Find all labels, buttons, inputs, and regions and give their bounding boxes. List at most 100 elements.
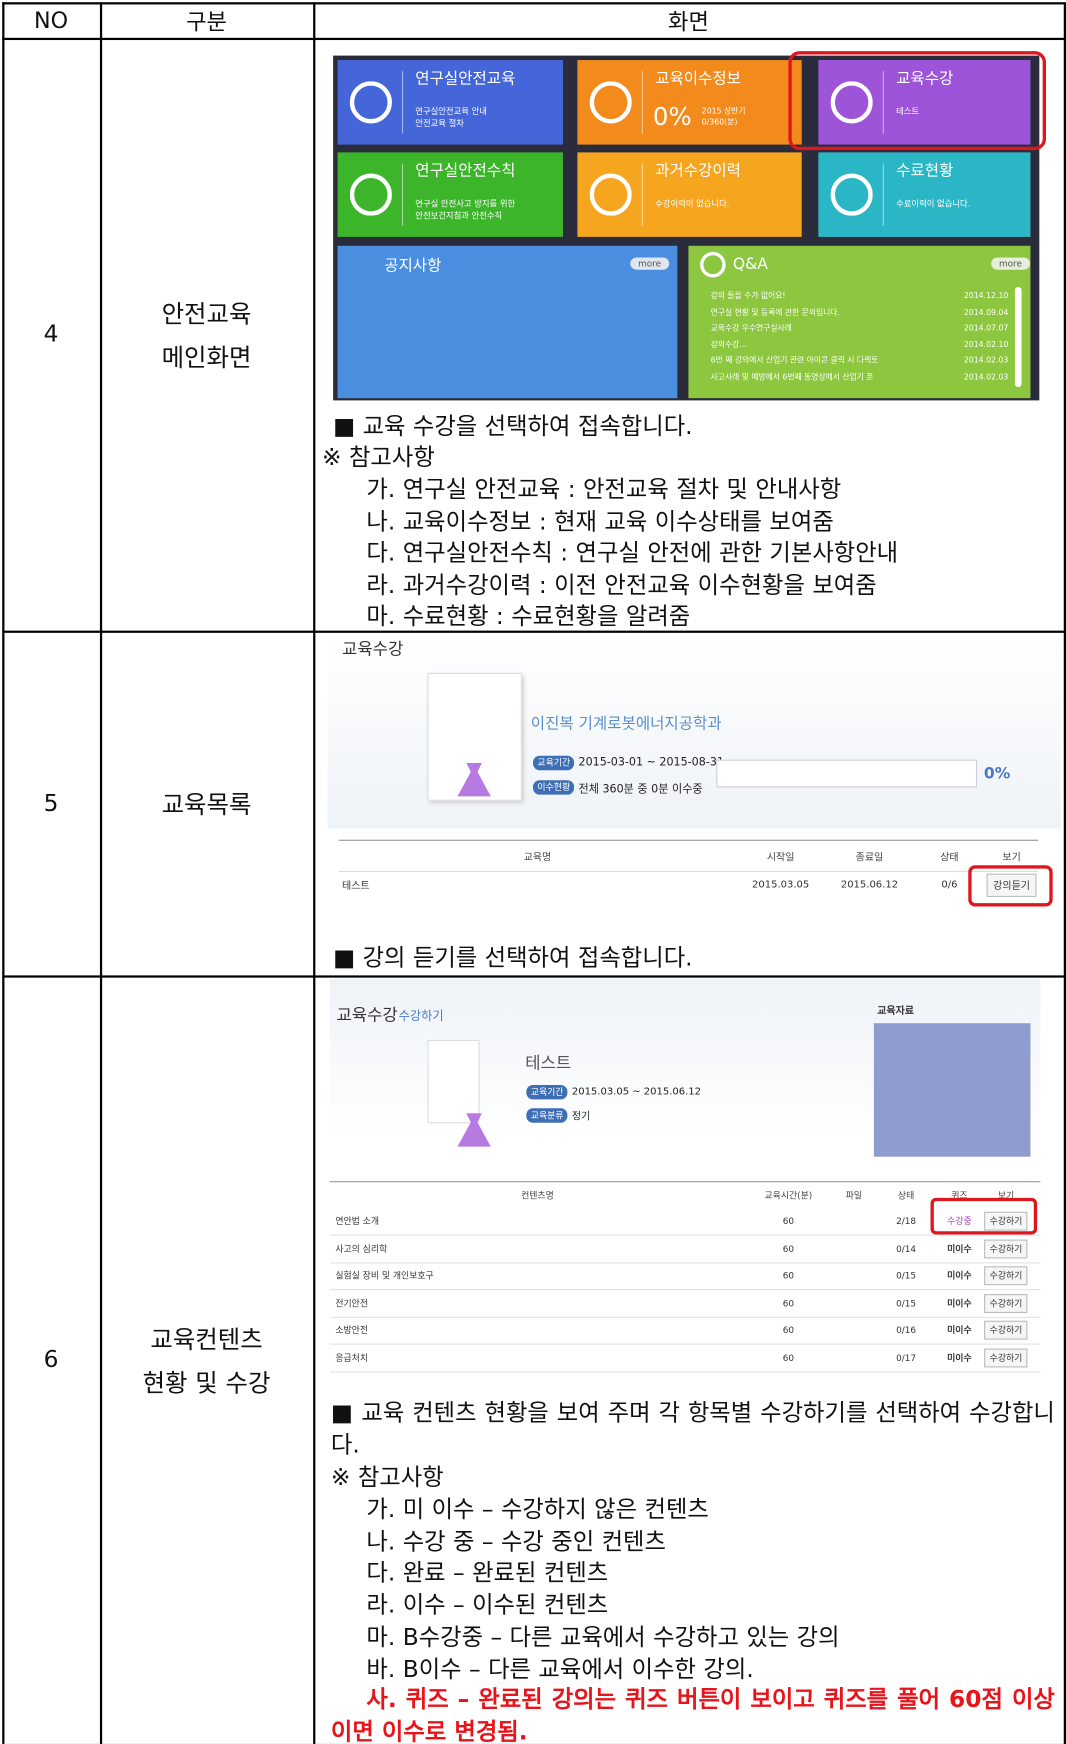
- note-highlight: 사. 퀴즈 – 완료된 강의는 퀴즈 버튼이 보이고 퀴즈를 풀어 60점 이상…: [331, 1684, 1055, 1744]
- flask-icon: [455, 759, 495, 799]
- tile-divider: [642, 163, 643, 225]
- tile-title: 과거수강이력: [655, 159, 741, 181]
- table-cell: 0/15: [896, 1298, 916, 1308]
- qna-date: 2014.02.03: [964, 373, 1009, 382]
- qna-date: 2014.02.03: [964, 356, 1009, 365]
- qna-item: 강의 들을 수가 없어요!: [711, 290, 786, 301]
- qna-item: 사고사례 및 예방에서 6번째 동영상에서 산업기 폰: [711, 371, 874, 382]
- more-button: more: [991, 257, 1030, 269]
- tile-desc: 0/360(분): [702, 117, 738, 128]
- table-rule: [330, 1235, 1041, 1236]
- table-rule: [330, 1289, 1041, 1290]
- column-header: 상태: [898, 1189, 914, 1201]
- table-rule: [330, 1371, 1041, 1372]
- row-category: 교육컨텐츠: [150, 1320, 262, 1356]
- table-cell: 0/15: [896, 1271, 916, 1281]
- highlight-box: [931, 1198, 1038, 1235]
- qna-icon: [700, 251, 727, 278]
- table-cell: 수강하기: [984, 1349, 1028, 1368]
- badge-text: 2015.03.05 ~ 2015.06.12: [572, 1087, 701, 1098]
- table-rule: [330, 1262, 1041, 1263]
- tile-title: 연구실안전교육: [415, 67, 515, 89]
- tile-title: 수료현황: [896, 159, 953, 181]
- screen-title: 교육수강: [336, 1003, 397, 1026]
- note-ref: ※ 참고사항: [322, 439, 435, 472]
- tile-divider: [402, 71, 403, 133]
- table-cell: 미이수: [947, 1325, 972, 1337]
- qna-date: 2014.12.10: [964, 291, 1009, 300]
- highlight-box: [788, 51, 1046, 150]
- note-item: 마. B수강중 – 다른 교육에서 수강하고 있는 강의: [366, 1619, 839, 1652]
- table-cell: 미이수: [947, 1352, 972, 1364]
- badge: 교육기간: [533, 756, 575, 770]
- screen-subtitle: 수강하기: [399, 1007, 444, 1025]
- course-name: 테스트: [525, 1050, 571, 1073]
- badge-text: 2015-03-01 ~ 2015-08-31: [579, 757, 724, 769]
- row-category: 메인화면: [162, 338, 252, 374]
- table-cell: 60: [783, 1216, 794, 1226]
- badge-text: 정기: [572, 1108, 590, 1122]
- table-cell: 미이수: [947, 1242, 972, 1254]
- qna-item: 6번 째 강의에서 산업기 관련 아이콘 클릭 시 다렉토: [711, 355, 879, 366]
- document: NO구분화면4안전교육메인화면5교육목록6교육컨텐츠현황 및 수강연구실안전교육…: [0, 0, 1066, 1744]
- tile-divider: [402, 163, 403, 225]
- tile-icon: [831, 174, 873, 216]
- progress-percent: 0%: [984, 765, 1010, 783]
- table-border: [2, 975, 1065, 977]
- qna-date: 2014.02.10: [964, 340, 1009, 349]
- tile-title: 교육이수정보: [655, 67, 741, 89]
- table-border: [2, 2, 1065, 4]
- qna-date: 2014.09.04: [964, 308, 1009, 317]
- tile-percent: 0%: [653, 104, 692, 132]
- table-border: [100, 2, 102, 1744]
- table-rule: [330, 1181, 1041, 1182]
- flask-icon: [455, 1109, 495, 1149]
- tile-desc: 안전보건지침과 안전수칙: [415, 210, 502, 222]
- tile-divider: [642, 71, 643, 133]
- tile-desc: 연구실안전교육 안내: [415, 105, 487, 117]
- column-header: 컨텐츠명: [521, 1189, 554, 1201]
- tile-icon: [350, 174, 392, 216]
- table-cell: 미이수: [947, 1297, 972, 1309]
- note-lead: ■ 강의 듣기를 선택하여 접속합니다.: [333, 940, 692, 973]
- table-cell: 60: [783, 1326, 794, 1336]
- tile-icon: [590, 174, 632, 216]
- qna-title: Q&A: [733, 256, 768, 274]
- badge: 교육기간: [526, 1085, 568, 1099]
- table-cell: 수강하기: [984, 1239, 1028, 1258]
- tile-icon: [350, 81, 392, 123]
- table-rule: [330, 1317, 1041, 1318]
- table-cell: 연안법 소개: [335, 1215, 379, 1227]
- note-item: 라. 이수 – 이수된 컨텐츠: [366, 1587, 608, 1620]
- table-cell: 2/18: [896, 1216, 916, 1226]
- table-border: [313, 2, 315, 1744]
- scrollbar: [1015, 287, 1022, 387]
- row-number: 5: [44, 790, 59, 817]
- table-cell: 응급처치: [335, 1352, 368, 1364]
- table-cell: 60: [783, 1244, 794, 1254]
- screen-title: 교육수강: [342, 637, 403, 660]
- materials-box: [874, 1023, 1031, 1156]
- tile-desc: 수료이력이 없습니다.: [896, 197, 970, 209]
- tile-desc: 연구실 안전사고 방지를 위한: [415, 197, 515, 209]
- note-ref: ※ 참고사항: [331, 1459, 444, 1492]
- more-button: more: [630, 257, 669, 269]
- table-cell: 사고의 심리학: [335, 1242, 387, 1254]
- row-number: 6: [44, 1346, 59, 1373]
- note-item: 바. B이수 – 다른 교육에서 이수한 강의.: [366, 1651, 753, 1684]
- table-cell: 2015.03.05: [752, 880, 809, 891]
- column-header: 교육시간(분): [764, 1189, 812, 1201]
- user-name: 이진복 기계로봇에너지공학과: [531, 712, 722, 734]
- progress-bar: [716, 760, 977, 788]
- tile-divider: [883, 163, 884, 225]
- table-cell: 소방안전: [335, 1325, 368, 1337]
- row-category: 안전교육: [162, 294, 252, 330]
- header-cell: 구분: [186, 4, 227, 36]
- page: NO구분화면4안전교육메인화면5교육목록6교육컨텐츠현황 및 수강연구실안전교육…: [0, 0, 1066, 1744]
- table-cell: 0/14: [896, 1244, 916, 1254]
- note-item: 가. 연구실 안전교육 : 안전교육 절차 및 안내사항: [366, 472, 841, 505]
- column-header: 교육명: [524, 849, 552, 863]
- note-item: 다. 완료 – 완료된 컨텐츠: [366, 1555, 608, 1588]
- table-border: [2, 2, 4, 1744]
- note-item: 마. 수료현황 : 수료현황을 알려줌: [366, 599, 690, 632]
